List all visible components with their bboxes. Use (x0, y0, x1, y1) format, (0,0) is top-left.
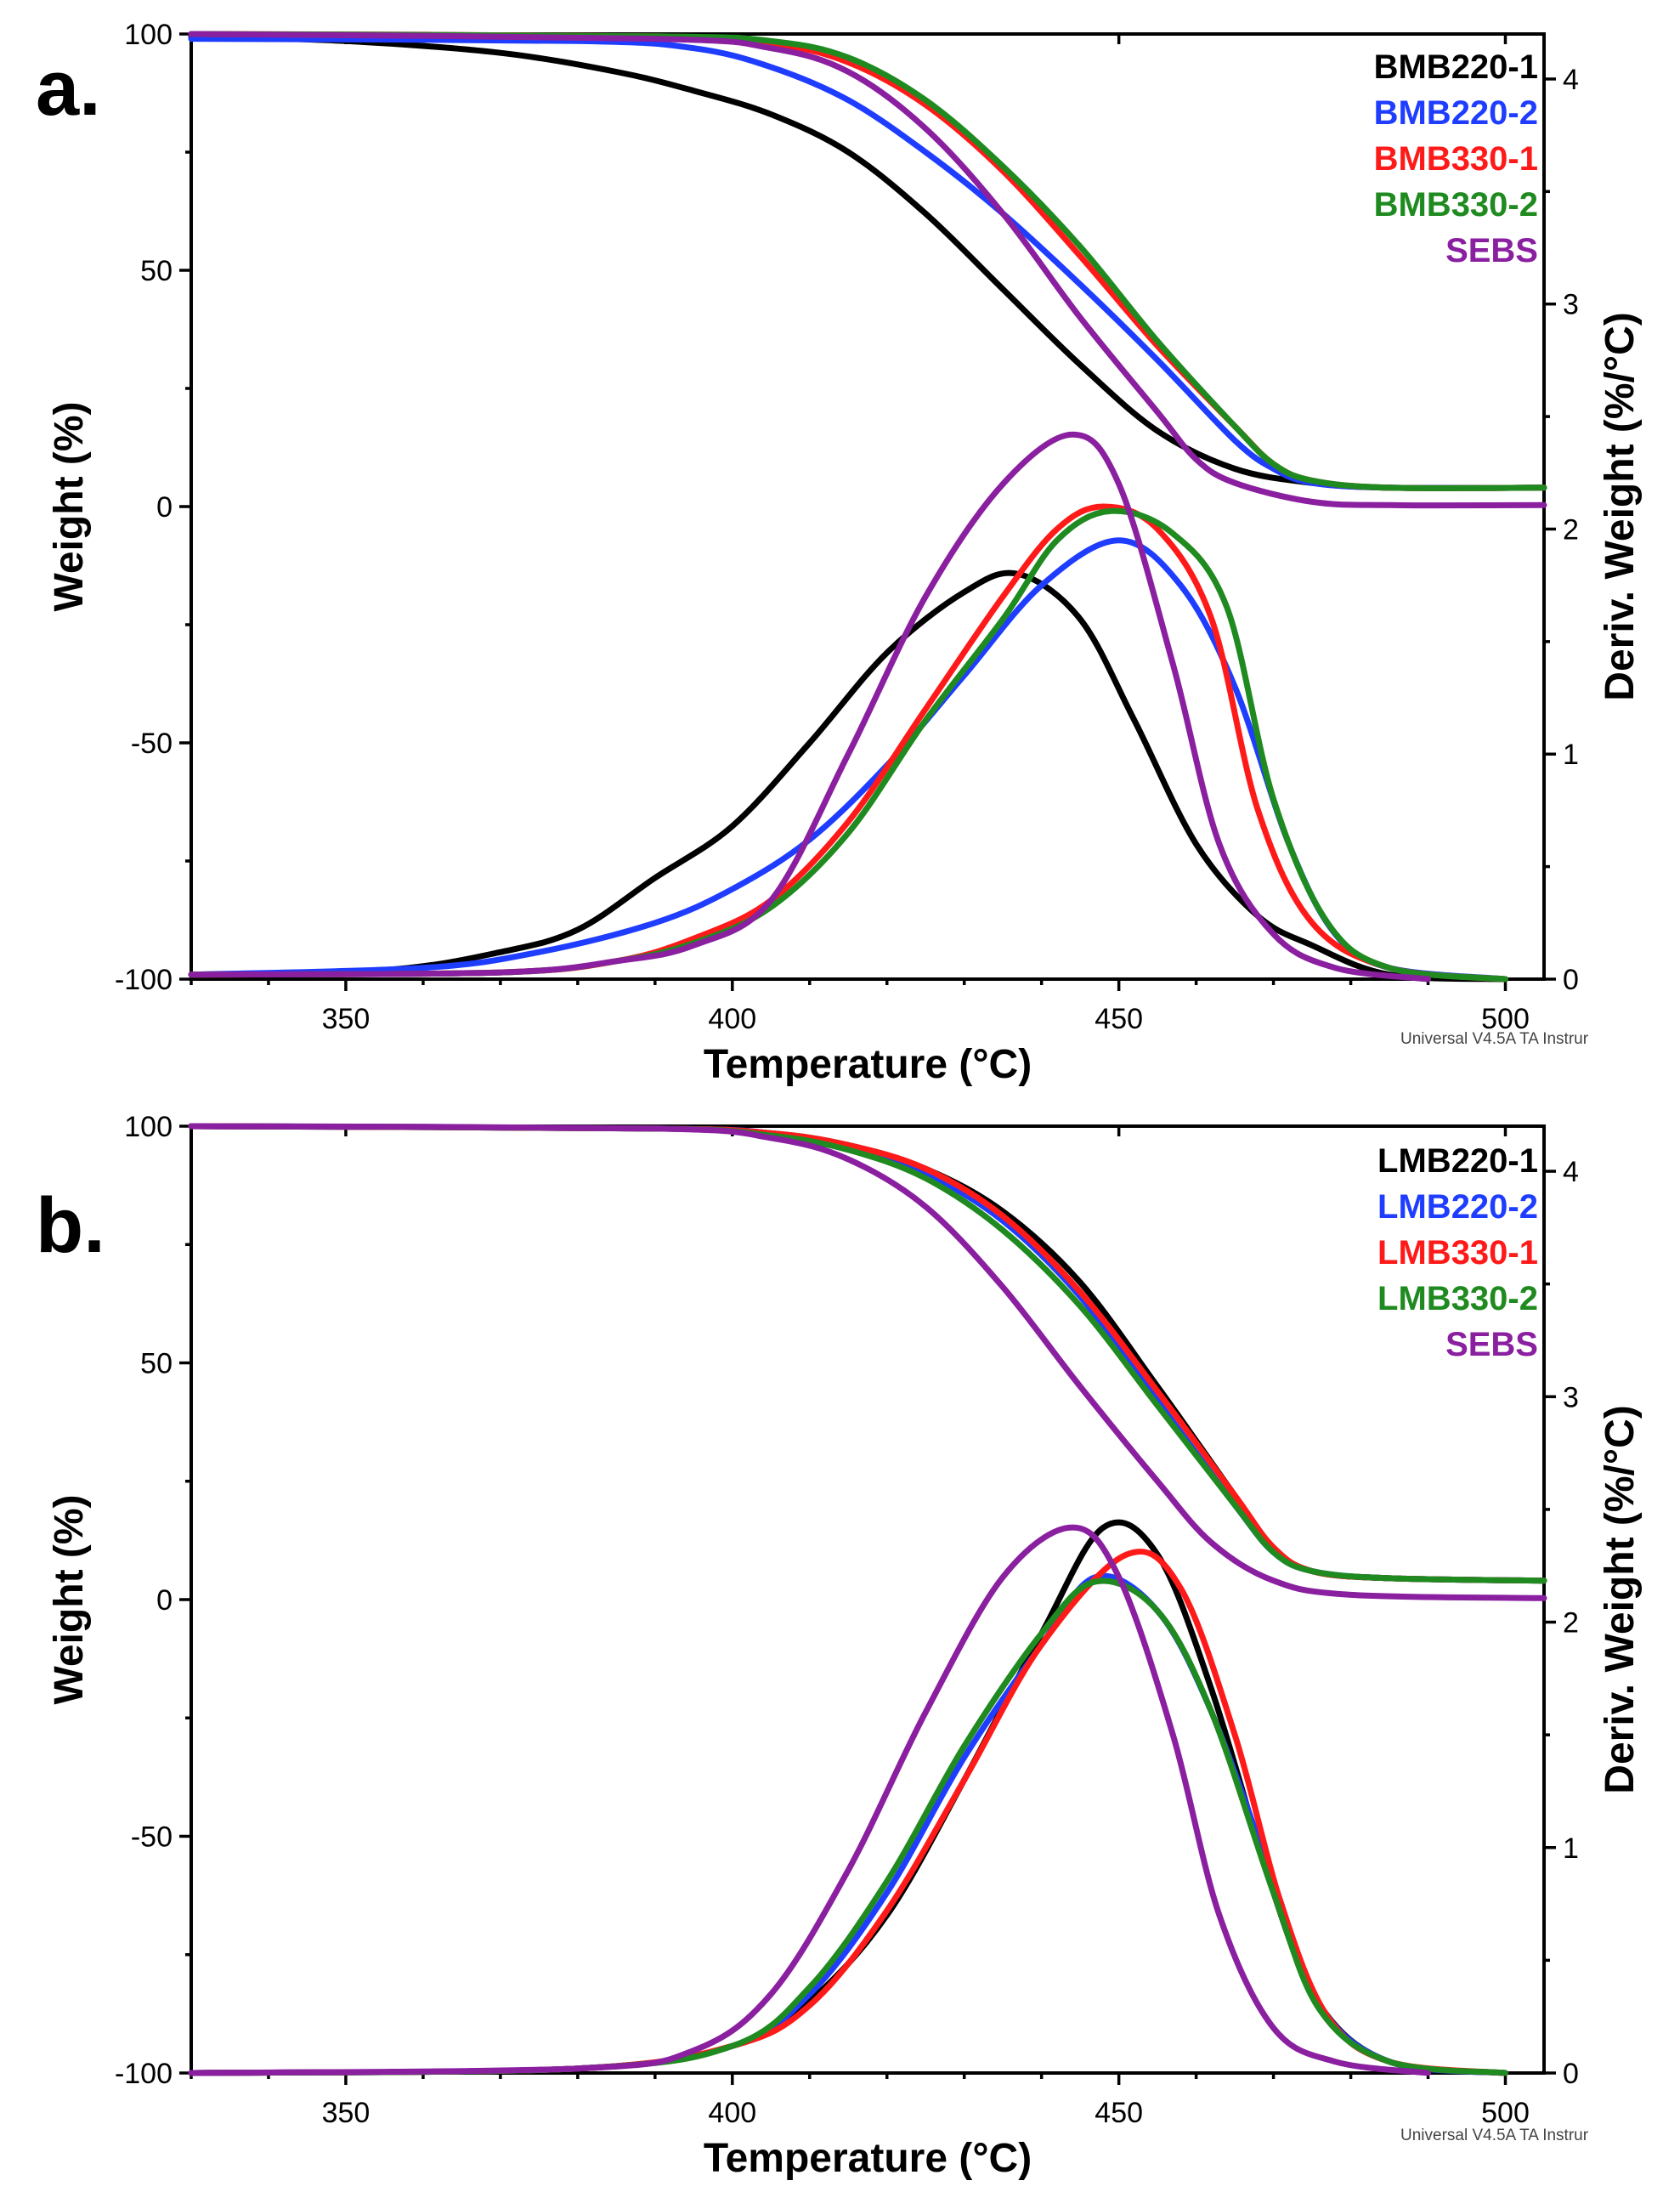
panel-a-curves (188, 31, 1547, 983)
weight-curve-lmb220-2 (188, 1123, 1547, 1584)
panel-b-curves (188, 1123, 1547, 2076)
legend-entry-bmb330-2: BMB330-2 (1374, 186, 1538, 224)
weight-curve-lmb330-1 (188, 1123, 1547, 1584)
legend-entry-lmb220-1: LMB220-1 (1377, 1142, 1538, 1180)
y-tick-label--100: -100 (115, 964, 173, 996)
y2-tick-label-0: 0 (1563, 2058, 1579, 2090)
y-tick-label-100: 100 (124, 19, 173, 51)
panel-a-watermark: Universal V4.5A TA Instrur (1400, 1030, 1589, 1048)
panel-b-label: b. (36, 1182, 105, 1269)
legend-entry-sebs: SEBS (1445, 232, 1538, 269)
deriv-curve-bmb330-2 (188, 507, 1508, 983)
y-tick-label-50: 50 (140, 255, 173, 287)
deriv-curve-sebs (188, 431, 1431, 983)
deriv-curve-bmb330-1 (188, 503, 1508, 983)
x-tick-label-350: 350 (322, 2097, 371, 2129)
weight-curve-bmb330-1 (188, 31, 1547, 491)
panel-b-legend: LMB220-1 LMB220-2 LMB330-1 LMB330-2 SEBS (1377, 1142, 1538, 1363)
x-tick-label-400: 400 (708, 2097, 756, 2129)
panel-b-watermark: Universal V4.5A TA Instrur (1400, 2127, 1589, 2144)
deriv-curve-sebs (188, 1524, 1431, 2076)
y2-tick-label-1: 1 (1563, 739, 1579, 771)
y2-tick-label-2: 2 (1563, 513, 1579, 546)
panel-a-xlabel: Temperature (°C) (704, 1042, 1032, 1087)
y-tick-label-100: 100 (124, 1111, 173, 1143)
y-tick-label--50: -50 (131, 728, 173, 760)
panel-a-ylabel: Weight (%) (47, 401, 92, 611)
y2-tick-label-3: 3 (1563, 289, 1579, 321)
y2-tick-label-0: 0 (1563, 964, 1579, 996)
legend-entry-lmb330-1: LMB330-1 (1377, 1234, 1538, 1272)
legend-entry-sebs: SEBS (1445, 1326, 1538, 1363)
legend-entry-lmb220-2: LMB220-2 (1377, 1188, 1538, 1226)
y2-tick-label-3: 3 (1563, 1381, 1579, 1413)
x-tick-label-500: 500 (1481, 1003, 1530, 1035)
x-tick-label-350: 350 (322, 1003, 371, 1035)
y-tick-label--100: -100 (115, 2058, 173, 2090)
y-tick-label-0: 0 (156, 491, 173, 524)
y2-tick-label-1: 1 (1563, 1832, 1579, 1865)
weight-curve-lmb330-2 (188, 1123, 1547, 1584)
y-tick-label-0: 0 (156, 1584, 173, 1617)
weight-curve-lmb220-1 (188, 1123, 1547, 1584)
y2-tick-label-2: 2 (1563, 1607, 1579, 1640)
panel-a-legend: BMB220-1 BMB220-2 BMB330-1 BMB330-2 SEBS (1374, 48, 1538, 269)
weight-curve-sebs (188, 31, 1547, 509)
legend-entry-lmb330-2: LMB330-2 (1377, 1280, 1538, 1317)
panel-a-ticks (179, 32, 1556, 991)
panel-b-xlabel: Temperature (°C) (704, 2136, 1032, 2181)
y2-tick-label-4: 4 (1563, 1156, 1579, 1188)
legend-entry-bmb220-2: BMB220-2 (1374, 94, 1538, 132)
weight-curve-bmb220-2 (188, 36, 1547, 491)
weight-curve-bmb330-2 (188, 31, 1547, 491)
panel-a-label: a. (36, 45, 101, 132)
weight-curve-bmb220-1 (188, 33, 1547, 491)
y2-tick-label-4: 4 (1563, 64, 1579, 96)
deriv-curve-lmb330-2 (188, 1577, 1508, 2076)
weight-curve-sebs (188, 1123, 1547, 1601)
legend-entry-bmb220-1: BMB220-1 (1374, 48, 1538, 86)
panel-a-y2label: Deriv. Weight (%/°C) (1598, 312, 1643, 700)
x-tick-label-450: 450 (1095, 1003, 1143, 1035)
y-tick-label-50: 50 (140, 1348, 173, 1380)
x-tick-label-500: 500 (1481, 2097, 1530, 2129)
deriv-curve-lmb220-2 (188, 1572, 1508, 2076)
panel-b-ylabel: Weight (%) (47, 1494, 92, 1704)
x-tick-label-450: 450 (1095, 2097, 1143, 2129)
panel-b-plot-frame (189, 1124, 1546, 2075)
x-tick-label-400: 400 (708, 1003, 756, 1035)
y-tick-label--50: -50 (131, 1821, 173, 1854)
legend-entry-bmb330-1: BMB330-1 (1374, 140, 1538, 178)
panel-b-y2label: Deriv. Weight (%/°C) (1598, 1405, 1643, 1793)
